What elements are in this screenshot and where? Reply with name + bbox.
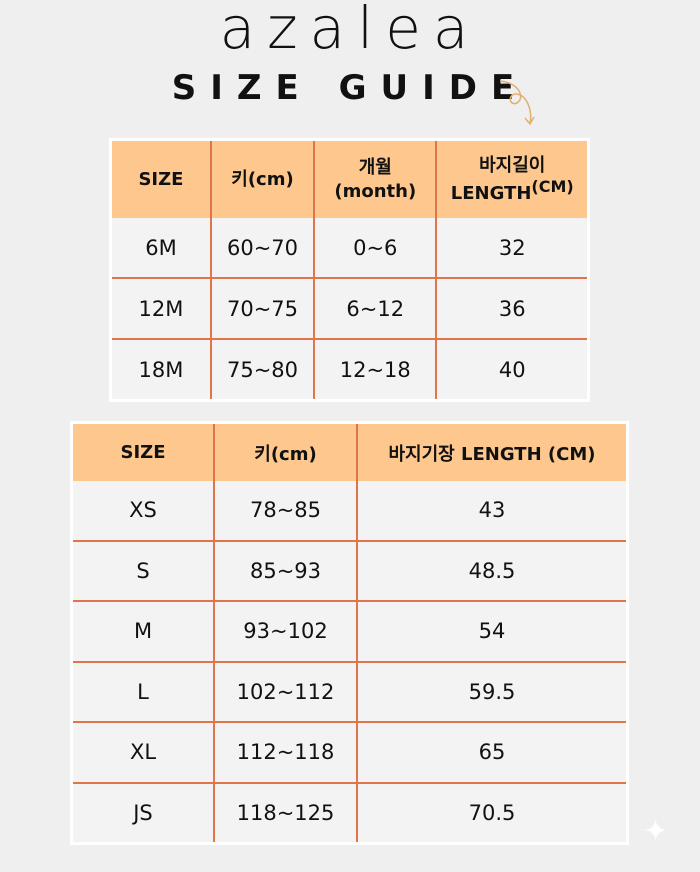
table-cell: 112~118: [213, 721, 358, 784]
page-title: SIZE GUIDE: [171, 68, 529, 108]
brand-logo: azalea: [219, 0, 481, 62]
table-row: M 93~102 54: [73, 600, 626, 663]
table-cell: 6~12: [313, 277, 438, 340]
table-cell: L: [73, 660, 215, 723]
table-row: XS 78~85 43: [73, 481, 626, 542]
table-cell: S: [73, 539, 215, 602]
table-cell: 12M: [112, 277, 212, 340]
table-cell: 48.5: [356, 539, 626, 602]
table-row: L 102~112 59.5: [73, 660, 626, 723]
curly-arrow-icon: [499, 80, 535, 126]
table-row: 12M 70~75 6~12 36: [112, 277, 587, 340]
table-header-row: SIZE 키(cm) 개월 (month) 바지길이 LENGTH(CM): [112, 141, 587, 218]
table-row: JS 118~125 70.5: [73, 781, 626, 842]
table-cell: 18M: [112, 338, 212, 399]
table-cell: JS: [73, 781, 215, 842]
table-cell: 102~112: [213, 660, 358, 723]
table-row: 6M 60~70 0~6 32: [112, 218, 587, 279]
table-header-row: SIZE 키(cm) 바지기장 LENGTH (CM): [73, 424, 626, 481]
table-cell: 70~75: [209, 277, 316, 340]
header-month: 개월 (month): [313, 141, 438, 218]
header-size: SIZE: [73, 424, 215, 481]
table-cell: 12~18: [313, 338, 438, 399]
sparkle-icon: ✦: [643, 814, 669, 849]
table-cell: 32: [435, 218, 587, 279]
table-row: 18M 75~80 12~18 40: [112, 338, 587, 399]
header-size: SIZE: [112, 141, 212, 218]
table-cell: M: [73, 600, 215, 663]
table-cell: 78~85: [213, 481, 358, 542]
table-cell: XS: [73, 481, 215, 542]
table-cell: 118~125: [213, 781, 358, 842]
table-cell: 43: [356, 481, 626, 542]
table-row: XL 112~118 65: [73, 721, 626, 784]
table-cell: 6M: [112, 218, 212, 279]
table-row: S 85~93 48.5: [73, 539, 626, 602]
table-cell: 0~6: [313, 218, 438, 279]
header-length: 바지길이 LENGTH(CM): [435, 141, 587, 218]
table-cell: 85~93: [213, 539, 358, 602]
infant-size-table: SIZE 키(cm) 개월 (month) 바지길이 LENGTH(CM) 6M 60…: [109, 138, 590, 402]
header-height: 키(cm): [213, 424, 358, 481]
header-height: 키(cm): [209, 141, 316, 218]
table-cell: 40: [435, 338, 587, 399]
kids-size-table: SIZE 키(cm) 바지기장 LENGTH (CM) XS 78~85 43 S 85…: [70, 421, 629, 845]
header-length: 바지기장 LENGTH (CM): [356, 424, 626, 481]
table-cell: 60~70: [209, 218, 316, 279]
table-cell: 54: [356, 600, 626, 663]
table-cell: 93~102: [213, 600, 358, 663]
table-cell: 36: [435, 277, 587, 340]
table-cell: 70.5: [356, 781, 626, 842]
table-cell: 75~80: [209, 338, 316, 399]
table-cell: 59.5: [356, 660, 626, 723]
table-cell: 65: [356, 721, 626, 784]
table-cell: XL: [73, 721, 215, 784]
